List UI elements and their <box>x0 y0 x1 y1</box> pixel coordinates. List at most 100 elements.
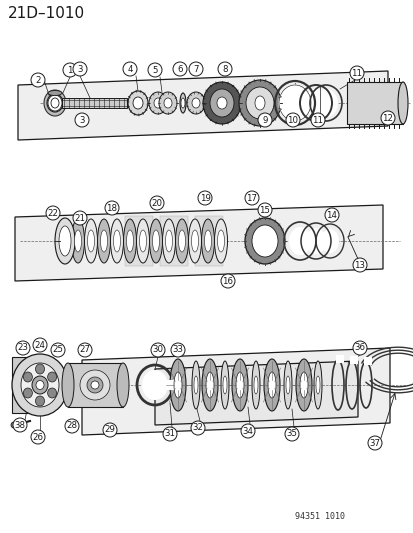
Circle shape <box>73 62 87 76</box>
Bar <box>165 380 177 390</box>
Ellipse shape <box>201 219 214 263</box>
Text: 38: 38 <box>14 421 26 430</box>
Text: 12: 12 <box>382 114 392 123</box>
Circle shape <box>105 201 119 215</box>
Text: 94351 1010: 94351 1010 <box>294 512 344 521</box>
Bar <box>346 82 402 124</box>
Ellipse shape <box>252 361 259 409</box>
Text: 24: 24 <box>34 341 45 350</box>
Text: 37: 37 <box>369 439 380 448</box>
Ellipse shape <box>149 92 166 114</box>
Text: 36: 36 <box>354 343 365 352</box>
Polygon shape <box>154 361 357 425</box>
Text: 2: 2 <box>35 76 40 85</box>
Ellipse shape <box>139 230 146 252</box>
Circle shape <box>189 62 202 76</box>
Ellipse shape <box>206 372 214 398</box>
Ellipse shape <box>44 90 66 116</box>
Ellipse shape <box>48 95 62 111</box>
Ellipse shape <box>136 219 149 263</box>
Ellipse shape <box>100 230 107 252</box>
Ellipse shape <box>32 376 48 394</box>
Bar <box>195 216 223 266</box>
Circle shape <box>367 436 381 450</box>
Text: 10: 10 <box>287 116 298 125</box>
Ellipse shape <box>315 376 319 394</box>
Ellipse shape <box>278 85 310 121</box>
Ellipse shape <box>313 361 321 409</box>
Text: 26: 26 <box>33 432 43 441</box>
Circle shape <box>349 66 363 80</box>
Ellipse shape <box>252 225 277 257</box>
Circle shape <box>151 343 165 357</box>
Ellipse shape <box>202 359 218 411</box>
Circle shape <box>284 427 298 441</box>
Ellipse shape <box>288 227 310 255</box>
Circle shape <box>163 427 177 441</box>
Circle shape <box>380 111 394 125</box>
Text: 3: 3 <box>77 64 83 74</box>
Ellipse shape <box>128 91 147 115</box>
Bar <box>12 357 32 413</box>
Circle shape <box>240 424 254 438</box>
Polygon shape <box>18 71 387 140</box>
Ellipse shape <box>48 91 62 95</box>
Circle shape <box>197 191 211 205</box>
Ellipse shape <box>178 230 185 252</box>
Ellipse shape <box>97 219 110 263</box>
Ellipse shape <box>164 98 171 108</box>
Ellipse shape <box>117 363 129 407</box>
Text: 22: 22 <box>47 208 58 217</box>
Circle shape <box>73 211 87 225</box>
Text: 14: 14 <box>326 211 337 220</box>
Ellipse shape <box>188 219 201 263</box>
Text: 11: 11 <box>312 116 323 125</box>
Ellipse shape <box>194 376 197 394</box>
Ellipse shape <box>267 372 275 398</box>
Ellipse shape <box>36 396 44 406</box>
Bar <box>349 356 357 364</box>
Ellipse shape <box>180 98 185 108</box>
Circle shape <box>285 113 299 127</box>
Bar <box>62 100 127 106</box>
Bar <box>62 98 127 108</box>
Text: 16: 16 <box>222 277 233 286</box>
Ellipse shape <box>36 381 44 390</box>
Circle shape <box>324 208 338 222</box>
Text: 4: 4 <box>127 64 133 74</box>
Ellipse shape <box>191 230 198 252</box>
Ellipse shape <box>23 372 32 382</box>
Circle shape <box>310 113 324 127</box>
Ellipse shape <box>154 98 161 108</box>
Ellipse shape <box>192 361 199 409</box>
Circle shape <box>46 206 60 220</box>
Ellipse shape <box>62 363 74 407</box>
Ellipse shape <box>244 218 284 264</box>
Text: 7: 7 <box>193 64 198 74</box>
Circle shape <box>16 341 30 355</box>
Text: 11: 11 <box>351 69 362 77</box>
Ellipse shape <box>133 97 142 109</box>
Circle shape <box>75 113 89 127</box>
Text: 35: 35 <box>286 430 297 439</box>
Ellipse shape <box>223 376 226 394</box>
Ellipse shape <box>245 87 273 119</box>
Ellipse shape <box>110 219 123 263</box>
Circle shape <box>147 63 161 77</box>
Polygon shape <box>15 205 382 281</box>
Ellipse shape <box>152 230 159 252</box>
Circle shape <box>150 196 164 210</box>
Text: 32: 32 <box>192 424 203 432</box>
Circle shape <box>171 343 185 357</box>
Ellipse shape <box>149 219 162 263</box>
Ellipse shape <box>217 230 224 252</box>
Ellipse shape <box>175 219 188 263</box>
Text: 19: 19 <box>199 193 210 203</box>
Circle shape <box>31 430 45 444</box>
Ellipse shape <box>254 376 257 394</box>
Bar <box>335 355 343 363</box>
Ellipse shape <box>209 89 233 117</box>
Text: 30: 30 <box>152 345 163 354</box>
Ellipse shape <box>113 230 120 252</box>
Ellipse shape <box>142 370 168 400</box>
